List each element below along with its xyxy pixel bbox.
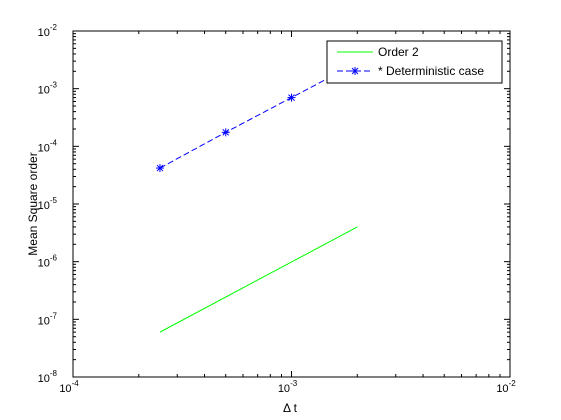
x-axis-label: Δ t (283, 401, 298, 415)
plot-area (72, 30, 511, 378)
marker-stroke (288, 94, 295, 101)
legend-label: * Deterministic case (378, 64, 484, 78)
series-line (159, 226, 358, 333)
x-tick-label: 10-2 (496, 379, 516, 395)
series-line (159, 62, 358, 169)
x-tick-label: 10-4 (59, 379, 79, 395)
legend-label: Order 2 (378, 45, 419, 59)
asterisk-marker (221, 128, 230, 137)
legend-item: * Deterministic case (337, 64, 484, 78)
asterisk-marker (155, 164, 164, 173)
y-tick-label: 10-5 (38, 196, 58, 212)
y-tick-label: 10-3 (38, 81, 58, 97)
asterisk-marker (287, 93, 296, 102)
series-1 (159, 226, 358, 333)
x-tick-label: 10-3 (278, 379, 298, 395)
y-tick-label: 10-4 (38, 138, 58, 154)
y-axis-label: Mean Square order (26, 152, 40, 255)
marker-stroke (222, 128, 230, 136)
asterisk-marker (351, 67, 359, 75)
plot-frame (72, 30, 511, 378)
legend-item: Order 2 (337, 45, 419, 59)
series-layer (155, 58, 362, 333)
y-tick-label: 10-7 (38, 311, 58, 327)
y-tick-label: 10-8 (38, 369, 58, 385)
legend-box (326, 40, 503, 84)
y-tick-label: 10-6 (38, 254, 58, 270)
ticks-layer: 10-4 10-3 10-2 10-8 10-7 10-6 10-5 10-4 10-3 10-2 (38, 23, 517, 395)
marker-stroke (156, 164, 164, 172)
marker-stroke (351, 67, 359, 75)
legend: Order 2 * Deterministic case (326, 40, 503, 84)
y-tick-label: 10-2 (38, 23, 58, 39)
